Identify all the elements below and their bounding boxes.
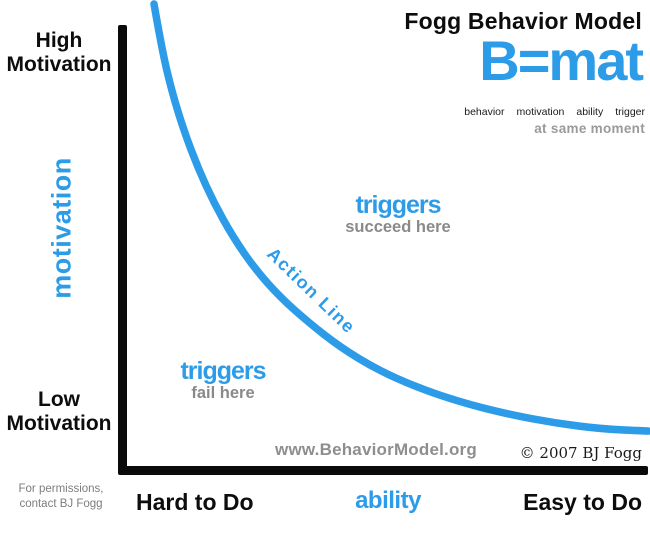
- page-title: Fogg Behavior Model: [404, 8, 642, 34]
- website-url: www.BehaviorModel.org: [275, 440, 477, 459]
- y-axis-high-label: High Motivation: [6, 29, 112, 77]
- formula-term-motivation: motivation: [516, 106, 565, 118]
- x-axis-hard-label: Hard to Do: [136, 489, 254, 515]
- action-line-label: Action Line: [263, 243, 360, 338]
- copyright-notice: © 2007 BJ Fogg: [519, 444, 642, 462]
- x-axis-title: ability: [355, 487, 421, 514]
- triggers-succeed-subtitle: succeed here: [345, 218, 451, 237]
- triggers-fail-title: triggers: [180, 357, 266, 385]
- triggers-succeed-annotation: triggers succeed here: [345, 192, 450, 238]
- formula-term-trigger: trigger: [615, 106, 645, 118]
- y-axis-title: motivation: [46, 157, 77, 299]
- formula-term-behavior: behavior: [464, 106, 505, 118]
- triggers-fail-subtitle: fail here: [191, 384, 255, 403]
- y-axis-low-label: Low Motivation: [6, 388, 112, 436]
- x-axis-line: [118, 466, 648, 475]
- permissions-note: For permissions, contact BJ Fogg: [18, 483, 104, 510]
- formula-terms: behavior motivation ability trigger: [464, 106, 645, 118]
- x-axis-easy-label: Easy to Do: [523, 489, 642, 515]
- formula-note: at same moment: [534, 121, 645, 136]
- formula-term-ability: ability: [576, 106, 604, 118]
- triggers-succeed-title: triggers: [355, 191, 441, 219]
- y-axis-line: [118, 25, 127, 474]
- triggers-fail-annotation: triggers fail here: [180, 357, 266, 404]
- formula-bmat: B=mat: [479, 29, 644, 92]
